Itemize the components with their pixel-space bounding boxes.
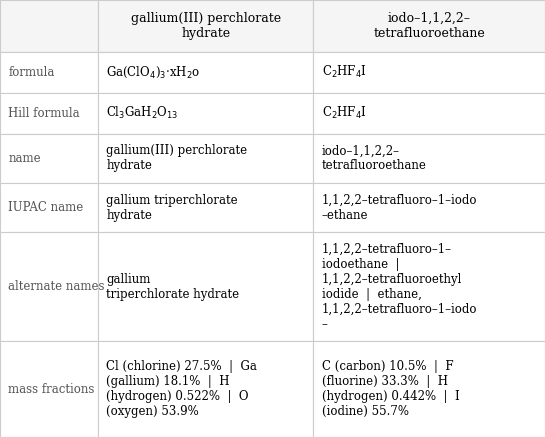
Bar xyxy=(98,134,313,183)
Bar xyxy=(0,52,98,93)
Bar xyxy=(0,93,98,134)
Bar xyxy=(313,232,545,341)
Text: C (carbon) 10.5%  |  F
(fluorine) 33.3%  |  H
(hydrogen) 0.442%  |  I
(iodine) 5: C (carbon) 10.5% | F (fluorine) 33.3% | … xyxy=(322,360,459,418)
Bar xyxy=(313,0,545,52)
Bar xyxy=(313,134,545,183)
Bar xyxy=(0,134,98,183)
Text: 1,1,2,2–tetrafluoro–1–
iodoethane  |
1,1,2,2–tetrafluoroethyl
iodide  |  ethane,: 1,1,2,2–tetrafluoro–1– iodoethane | 1,1,… xyxy=(322,243,477,331)
Text: Cl (chlorine) 27.5%  |  Ga
(gallium) 18.1%  |  H
(hydrogen) 0.522%  |  O
(oxygen: Cl (chlorine) 27.5% | Ga (gallium) 18.1%… xyxy=(106,360,257,418)
Bar xyxy=(98,341,313,437)
Bar xyxy=(0,232,98,341)
Text: iodo–1,1,2,2–
tetrafluoroethane: iodo–1,1,2,2– tetrafluoroethane xyxy=(373,12,485,40)
Bar xyxy=(0,0,98,52)
Text: mass fractions: mass fractions xyxy=(8,383,94,395)
Bar xyxy=(0,341,98,437)
Bar xyxy=(98,93,313,134)
Text: IUPAC name: IUPAC name xyxy=(8,201,83,214)
Text: gallium(III) perchlorate
hydrate: gallium(III) perchlorate hydrate xyxy=(106,144,247,173)
Bar xyxy=(313,52,545,93)
Bar xyxy=(98,183,313,232)
Text: gallium
triperchlorate hydrate: gallium triperchlorate hydrate xyxy=(106,273,239,301)
Bar xyxy=(98,232,313,341)
Text: formula: formula xyxy=(8,66,54,79)
Text: gallium triperchlorate
hydrate: gallium triperchlorate hydrate xyxy=(106,194,238,222)
Bar xyxy=(98,52,313,93)
Text: Cl$_3$GaH$_2$O$_{13}$: Cl$_3$GaH$_2$O$_{13}$ xyxy=(106,105,179,121)
Text: alternate names: alternate names xyxy=(8,280,105,293)
Text: Ga(ClO$_4$)$_3$·xH$_2$o: Ga(ClO$_4$)$_3$·xH$_2$o xyxy=(106,65,201,80)
Bar xyxy=(313,341,545,437)
Text: name: name xyxy=(8,152,41,165)
Bar xyxy=(313,183,545,232)
Text: 1,1,2,2–tetrafluoro–1–iodo
–ethane: 1,1,2,2–tetrafluoro–1–iodo –ethane xyxy=(322,194,477,222)
Text: C$_2$HF$_4$I: C$_2$HF$_4$I xyxy=(322,105,366,121)
Text: gallium(III) perchlorate
hydrate: gallium(III) perchlorate hydrate xyxy=(131,12,281,40)
Bar xyxy=(0,183,98,232)
Text: Hill formula: Hill formula xyxy=(8,107,80,120)
Bar xyxy=(98,0,313,52)
Text: iodo–1,1,2,2–
tetrafluoroethane: iodo–1,1,2,2– tetrafluoroethane xyxy=(322,144,426,173)
Text: C$_2$HF$_4$I: C$_2$HF$_4$I xyxy=(322,64,366,80)
Bar xyxy=(313,93,545,134)
